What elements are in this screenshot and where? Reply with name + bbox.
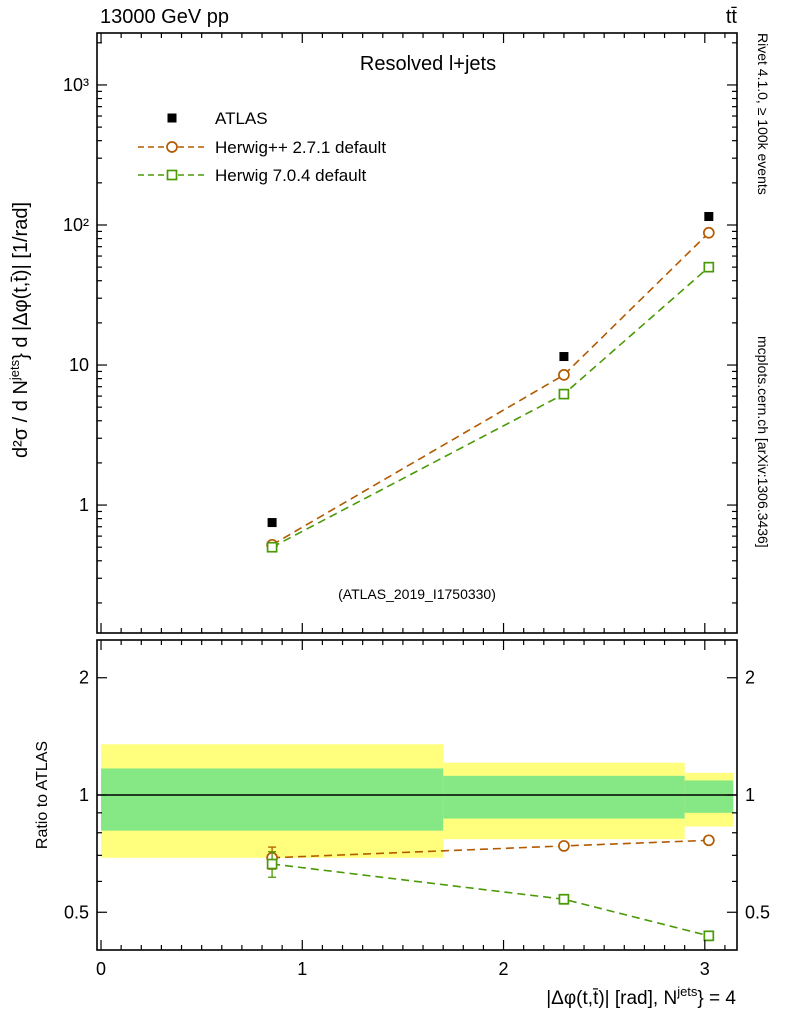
header-beam-energy: 13000 GeV pp xyxy=(100,6,229,28)
ratio-tick-label: 1 xyxy=(745,785,755,805)
marker-herwig7 xyxy=(703,930,715,942)
series-main-herwig7 xyxy=(266,261,715,553)
analysis-watermark: (ATLAS_2019_I1750330) xyxy=(338,586,496,602)
y-tick-label: 10³ xyxy=(63,75,89,95)
y-tick-label: 1 xyxy=(79,495,89,515)
x-tick-label: 3 xyxy=(700,959,710,979)
y-tick-label: 10² xyxy=(63,215,89,235)
marker-herwigpp xyxy=(558,840,570,852)
marker-herwigpp xyxy=(702,834,715,847)
ratio-tick-label: 0.5 xyxy=(64,902,89,922)
mcplots-arxiv-note: mcplots.cern.ch [arXiv:1306.3436] xyxy=(755,336,771,548)
band-green xyxy=(684,780,734,813)
marker-herwig7 xyxy=(558,388,570,400)
series-line xyxy=(271,266,710,548)
marker-herwigpp xyxy=(166,141,178,153)
marker-herwig7 xyxy=(166,169,178,181)
marker-herwig7 xyxy=(266,541,278,553)
x-tick-label: 1 xyxy=(297,959,307,979)
band-green xyxy=(101,768,444,831)
x-tick-label: 0 xyxy=(96,959,106,979)
uncertainty-bands-layer xyxy=(97,744,737,858)
legend-layer xyxy=(138,113,206,181)
marker-herwig7 xyxy=(703,261,715,273)
header-process-label: tt̄ xyxy=(726,6,738,28)
tick-labels-layer: 0 1 2 3 1 10 10² 10³ 0.5 0.5 1 1 2 2 xyxy=(63,75,770,979)
marker-atlas xyxy=(559,352,569,362)
x-tick-label: 2 xyxy=(499,959,509,979)
main-y-axis-label: d²σ / d Njets} d |Δφ(t,t̄)| [1/rad] xyxy=(7,202,32,458)
series-main-herwigpp xyxy=(266,226,715,551)
marker-atlas xyxy=(267,518,277,528)
ticks-layer xyxy=(97,33,737,950)
series-layer xyxy=(266,211,715,942)
series-line xyxy=(271,232,710,546)
legend-label-herwig7: Herwig 7.0.4 default xyxy=(215,166,366,185)
plot-title: Resolved l+jets xyxy=(360,53,496,75)
rivet-version-note: Rivet 4.1.0, ≥ 100k events xyxy=(755,33,771,195)
marker-atlas xyxy=(167,113,177,123)
legend-label-herwigpp: Herwig++ 2.7.1 default xyxy=(215,138,386,157)
ratio-tick-label: 2 xyxy=(79,668,89,688)
legend-label-atlas: ATLAS xyxy=(215,109,268,128)
ratio-tick-label: 1 xyxy=(79,785,89,805)
series-line xyxy=(271,863,710,937)
marker-herwigpp xyxy=(558,369,570,381)
main-frame xyxy=(96,32,738,634)
marker-herwigpp xyxy=(702,226,715,239)
band-green xyxy=(443,775,685,819)
ratio-y-axis-label: Ratio to ATLAS xyxy=(34,741,51,849)
marker-herwig7 xyxy=(558,893,570,905)
y-tick-label: 10 xyxy=(69,355,89,375)
marker-atlas xyxy=(704,211,714,221)
marker-herwig7 xyxy=(266,858,278,870)
x-axis-label: |Δφ(t,t̄)| [rad], Njets} = 4 xyxy=(546,984,736,1009)
ratio-tick-label: 0.5 xyxy=(745,902,770,922)
series-ratio-herwig7 xyxy=(266,851,715,942)
ratio-tick-label: 2 xyxy=(745,668,755,688)
series-main-atlas xyxy=(267,211,714,528)
